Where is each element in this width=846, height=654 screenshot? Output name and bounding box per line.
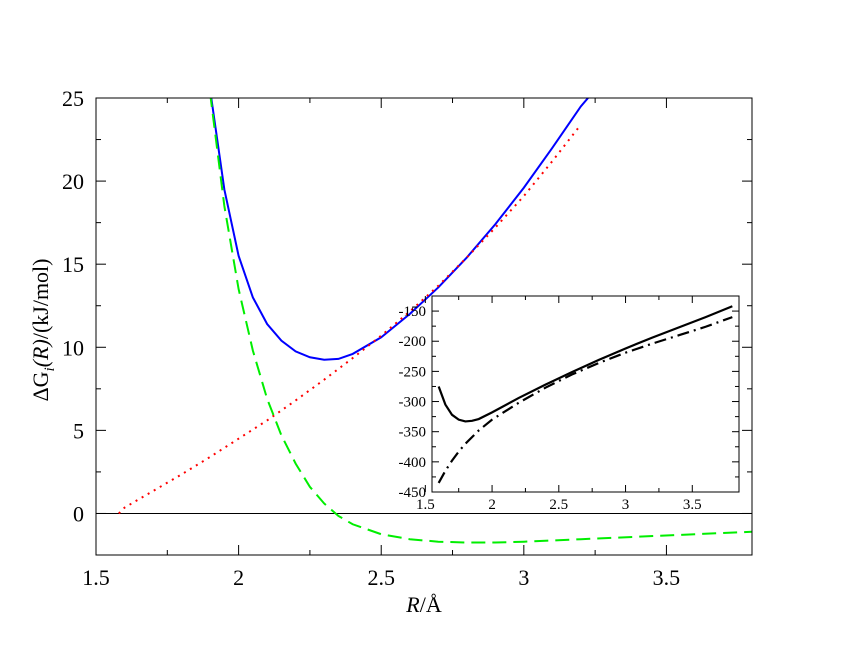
main-plot: 1.5 2 2.5 3 3.5 0 5 10 15 20 25 — [62, 86, 753, 590]
inset-x-tick-label: 1.5 — [416, 497, 435, 513]
inset-series-group — [437, 305, 733, 484]
x-axis-title: R/Å — [405, 592, 442, 617]
main-y-tick-label: 15 — [62, 252, 84, 277]
inset-y-tick-label: -250 — [399, 364, 427, 380]
main-x-tick-label: 2.5 — [367, 565, 395, 590]
main-x-tick-label: 1.5 — [82, 565, 110, 590]
inset-series-2-line — [437, 316, 733, 484]
inset-series-1-line — [437, 305, 733, 423]
main-series-1-line — [210, 98, 590, 361]
inset-x-tick-label: 2 — [488, 497, 496, 513]
inset-x-tick-label: 3.5 — [683, 497, 702, 513]
main-series-3-line — [209, 98, 752, 544]
main-series-group — [118, 98, 752, 544]
main-x-tick-label: 2 — [233, 565, 244, 590]
inset-x-tick-label: 3 — [622, 497, 630, 513]
main-y-tick-label: 10 — [62, 335, 84, 360]
main-x-tick-label: 3.5 — [653, 565, 681, 590]
inset-y-tick-label: -450 — [399, 485, 427, 501]
main-x-tick-label: 3 — [518, 565, 529, 590]
inset-y-tick-label: -150 — [399, 304, 427, 320]
main-y-tick-label: 5 — [73, 418, 84, 443]
inset-frame — [431, 295, 740, 493]
main-frame — [95, 97, 753, 556]
main-y-tick-label: 25 — [62, 86, 84, 111]
inset-background — [432, 296, 739, 492]
inset-y-tick-label: -350 — [399, 425, 427, 441]
inset-y-tick-label: -400 — [399, 455, 427, 471]
y-axis-title: ΔGi(R)/(kJ/mol) — [28, 259, 58, 402]
inset-y-tick-label: -300 — [399, 395, 427, 411]
inset-plot: 1.5 2 2.5 3 3.5 -450 -400 -350 -300 -250 -200 -150 — [399, 295, 740, 513]
main-y-tick-label: 0 — [73, 501, 84, 526]
main-y-tick-label: 20 — [62, 169, 84, 194]
inset-y-tick-label: -200 — [399, 334, 427, 350]
inset-x-tick-label: 2.5 — [549, 497, 568, 513]
